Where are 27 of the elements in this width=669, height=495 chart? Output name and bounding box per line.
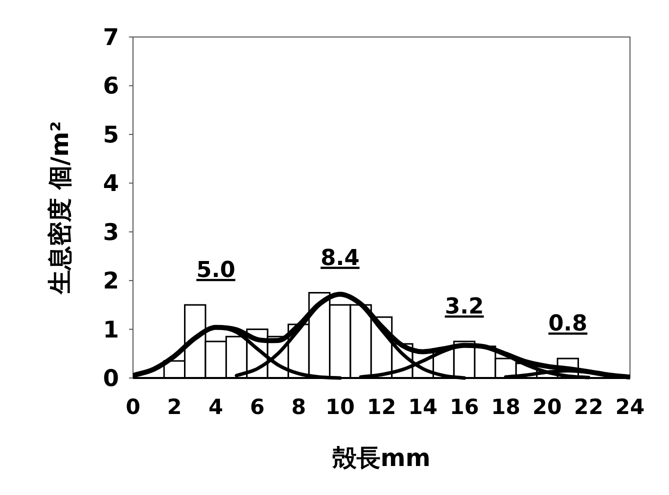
annotation: 5.0: [196, 258, 236, 283]
x-tick-label: 12: [366, 395, 396, 419]
y-tick-label: 4: [102, 171, 120, 198]
x-tick-label: 18: [491, 395, 520, 419]
annotation: 3.2: [444, 294, 484, 320]
y-tick-label: 1: [102, 317, 120, 344]
y-tick-label: 2: [102, 268, 120, 295]
y-tick-label: 6: [102, 74, 120, 100]
annotation: 0.8: [548, 312, 588, 337]
x-tick-label: 8: [291, 395, 306, 419]
x-tick-label: 0: [126, 395, 140, 419]
y-tick-label: 5: [102, 122, 120, 148]
x-tick-label: 2: [167, 395, 182, 419]
y-tick-label: 7: [102, 25, 120, 51]
annotation: 8.4: [320, 246, 360, 271]
x-tick-label: 22: [574, 395, 604, 419]
x-tick-label: 14: [408, 395, 438, 419]
x-tick-label: 16: [450, 395, 479, 419]
y-tick-label: 3: [102, 220, 120, 246]
x-tick-label: 24: [615, 395, 645, 419]
y-axis-title: 生息密度 個/m²: [46, 121, 74, 295]
x-tick-label: 20: [532, 395, 562, 419]
x-tick-label: 10: [325, 395, 355, 419]
y-tick-label: 0: [102, 366, 120, 392]
x-tick-label: 6: [250, 395, 265, 419]
x-tick-label: 4: [208, 395, 224, 419]
x-axis-title: 殻長mm: [331, 444, 431, 472]
